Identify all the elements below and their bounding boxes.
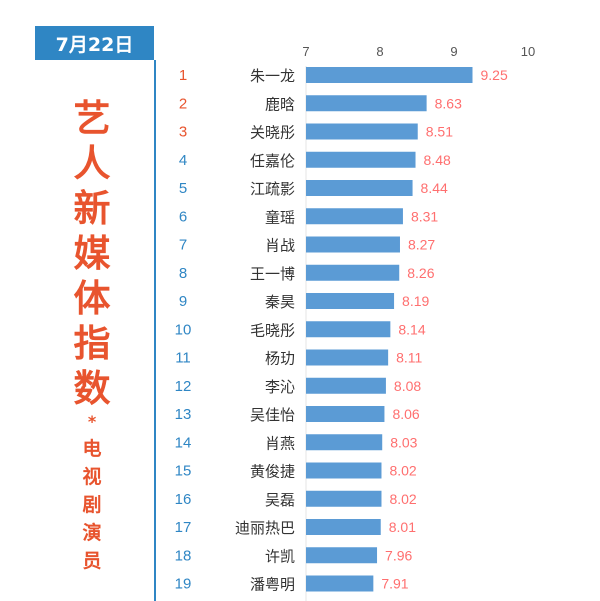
bar bbox=[306, 547, 378, 564]
bar bbox=[306, 123, 418, 140]
bar bbox=[306, 95, 427, 112]
side-title-sub: 电视剧演员 bbox=[82, 438, 102, 572]
divider-line bbox=[154, 60, 156, 601]
date-badge: 7月22日 bbox=[35, 26, 154, 60]
value-label: 8.63 bbox=[435, 95, 462, 111]
rank-label: 5 bbox=[179, 180, 187, 197]
name-label: 肖燕 bbox=[265, 434, 295, 452]
bar bbox=[306, 293, 395, 309]
x-tick-label: 8 bbox=[376, 44, 383, 59]
name-label: 朱一龙 bbox=[250, 67, 295, 85]
name-label: 肖战 bbox=[265, 237, 295, 255]
rank-label: 1 bbox=[179, 67, 187, 84]
value-label: 8.01 bbox=[389, 519, 416, 535]
bar bbox=[306, 264, 400, 281]
rank-label: 10 bbox=[175, 321, 192, 338]
rank-label: 16 bbox=[175, 491, 192, 508]
name-label: 关晓彤 bbox=[250, 124, 295, 142]
rank-label: 2 bbox=[179, 95, 187, 112]
name-label: 江疏影 bbox=[250, 180, 295, 198]
side-title-star: * bbox=[87, 412, 97, 431]
value-label: 8.44 bbox=[421, 180, 448, 196]
bar bbox=[306, 208, 403, 225]
value-label: 8.03 bbox=[390, 434, 417, 450]
rank-label: 17 bbox=[175, 519, 192, 536]
name-label: 任嘉伦 bbox=[250, 152, 295, 170]
rank-label: 8 bbox=[179, 265, 187, 282]
value-label: 8.19 bbox=[402, 293, 429, 309]
value-label: 7.96 bbox=[385, 547, 412, 563]
name-label: 吴磊 bbox=[265, 491, 295, 509]
bar bbox=[306, 180, 413, 196]
rank-label: 11 bbox=[175, 350, 191, 367]
value-label: 8.14 bbox=[398, 321, 425, 337]
rank-label: 9 bbox=[179, 293, 187, 310]
value-label: 8.48 bbox=[424, 152, 451, 168]
bar bbox=[306, 349, 389, 366]
value-label: 8.08 bbox=[394, 378, 421, 394]
value-label: 8.02 bbox=[389, 463, 416, 479]
rank-label: 6 bbox=[179, 208, 187, 225]
name-label: 黄俊捷 bbox=[250, 463, 295, 481]
value-label: 8.06 bbox=[392, 406, 419, 422]
rank-label: 18 bbox=[175, 547, 192, 564]
name-label: 杨玏 bbox=[265, 350, 295, 368]
bar bbox=[306, 321, 391, 338]
name-label: 吴佳怡 bbox=[250, 406, 295, 424]
bar bbox=[306, 434, 383, 451]
name-label: 毛晓彤 bbox=[250, 321, 295, 339]
bar bbox=[306, 151, 416, 168]
bar bbox=[306, 462, 382, 479]
side-title-main: 艺人新媒体指数 bbox=[73, 97, 111, 410]
rank-label: 3 bbox=[179, 124, 187, 141]
bar bbox=[306, 67, 473, 83]
name-label: 李沁 bbox=[265, 378, 295, 396]
name-label: 秦昊 bbox=[265, 293, 295, 311]
bar bbox=[306, 377, 386, 394]
rank-label: 19 bbox=[175, 576, 192, 593]
name-label: 迪丽热巴 bbox=[235, 519, 295, 537]
value-label: 8.51 bbox=[426, 124, 453, 140]
value-label: 8.02 bbox=[389, 491, 416, 507]
value-label: 9.25 bbox=[481, 67, 508, 83]
name-label: 童瑶 bbox=[265, 208, 295, 226]
rank-label: 14 bbox=[175, 434, 192, 451]
rank-label: 12 bbox=[175, 378, 192, 395]
value-label: 7.91 bbox=[381, 576, 408, 592]
name-label: 潘粤明 bbox=[250, 576, 295, 594]
bar bbox=[306, 236, 400, 253]
x-tick-label: 7 bbox=[302, 44, 309, 59]
x-tick-label: 10 bbox=[521, 44, 535, 59]
name-label: 许凯 bbox=[265, 547, 295, 565]
bar bbox=[306, 490, 382, 507]
name-label: 王一博 bbox=[250, 265, 295, 283]
rank-label: 4 bbox=[179, 152, 187, 169]
value-label: 8.31 bbox=[411, 208, 438, 224]
bar bbox=[306, 406, 385, 422]
rank-label: 15 bbox=[175, 463, 192, 480]
name-label: 鹿晗 bbox=[265, 95, 295, 113]
value-label: 8.27 bbox=[408, 237, 435, 253]
rank-label: 13 bbox=[175, 406, 192, 423]
side-title: 艺人新媒体指数 * 电视剧演员 bbox=[58, 96, 126, 575]
bar bbox=[306, 519, 381, 535]
x-tick-label: 9 bbox=[450, 44, 457, 59]
rank-label: 7 bbox=[179, 237, 187, 254]
bar bbox=[306, 575, 374, 592]
value-label: 8.26 bbox=[407, 265, 434, 281]
value-label: 8.11 bbox=[396, 350, 422, 366]
